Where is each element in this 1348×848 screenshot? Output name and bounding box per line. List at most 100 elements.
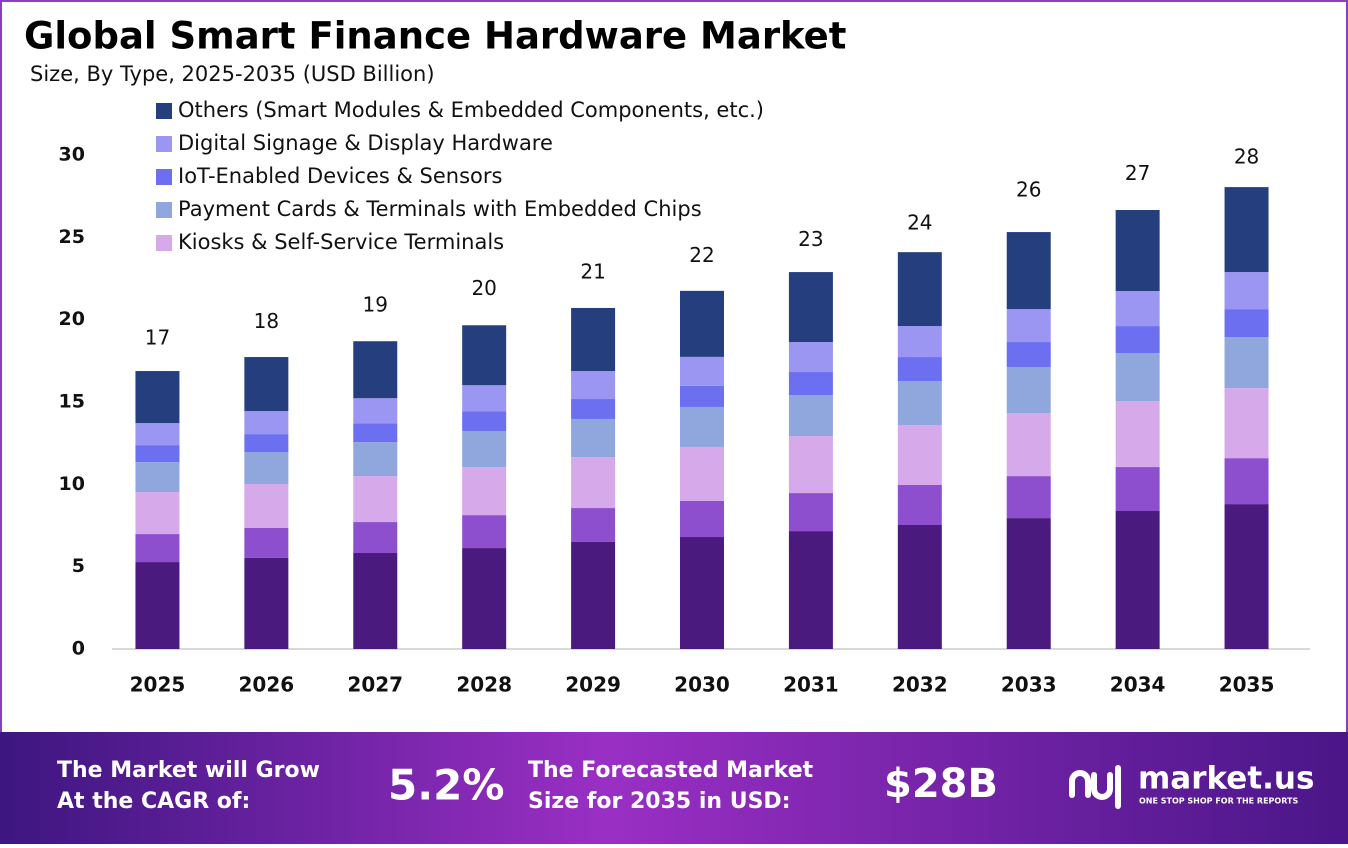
legend-swatch	[156, 103, 172, 119]
bar-segment	[462, 325, 507, 386]
y-tick-label: 20	[59, 308, 85, 330]
total-label: 23	[798, 227, 823, 251]
bar-segment	[1115, 401, 1160, 468]
bar-segment	[680, 385, 724, 407]
bar-segment	[1115, 511, 1160, 649]
bar-segment	[353, 423, 398, 443]
bar-segment	[1115, 209, 1160, 292]
bar-segment	[788, 493, 833, 532]
legend-label: Payment Cards & Terminals with Embedded …	[178, 197, 702, 221]
bar-segment	[897, 326, 942, 358]
bar-segment	[1115, 467, 1160, 512]
total-label: 22	[689, 243, 714, 267]
bar-segment	[462, 431, 507, 468]
bar-segment	[788, 395, 833, 437]
bar-segment	[244, 434, 289, 453]
bar-segment	[1006, 413, 1051, 477]
bar-segment	[680, 500, 724, 538]
x-tick-label: 2033	[1001, 673, 1057, 697]
bar-segment	[1224, 388, 1269, 459]
bar-segment	[788, 342, 833, 373]
y-tick-label: 30	[59, 144, 85, 166]
total-label: 18	[254, 309, 279, 333]
bar-segment	[462, 515, 507, 549]
bar-segment	[897, 525, 942, 649]
bar-segment	[462, 467, 507, 516]
bar-segment	[680, 406, 724, 447]
bar-segment	[244, 527, 289, 558]
bar-segment	[1006, 476, 1051, 519]
bar-segment	[353, 476, 398, 523]
bar-segment	[1006, 232, 1051, 310]
y-tick-label: 25	[59, 226, 85, 248]
bar-segment	[353, 442, 398, 477]
bar-segment	[462, 548, 507, 649]
bar-segment	[1224, 187, 1269, 273]
bar-segment	[1006, 309, 1051, 343]
bar-segment	[135, 534, 180, 563]
bar-segment	[897, 357, 942, 382]
y-tick-label: 0	[72, 638, 85, 660]
bar-segment	[353, 522, 398, 553]
total-label: 26	[1016, 177, 1041, 201]
cagr-label: At the CAGR of:	[57, 789, 250, 814]
size-label: Size for 2035 in USD:	[528, 789, 791, 814]
bar-segment	[571, 399, 616, 419]
bar-segment	[788, 272, 833, 343]
bar-segment	[135, 423, 180, 446]
legend-label: Kiosks & Self-Service Terminals	[178, 230, 504, 254]
bar-segment	[788, 436, 833, 494]
bar-segment	[353, 341, 398, 399]
bar-segment	[244, 557, 289, 649]
bar-segment	[680, 290, 724, 357]
total-label: 21	[580, 260, 605, 284]
total-label: 19	[363, 293, 388, 317]
bar-segment	[135, 371, 180, 424]
x-tick-label: 2031	[783, 673, 839, 697]
total-label: 28	[1234, 144, 1259, 168]
bar-segment	[680, 446, 724, 501]
size-value: $28B	[884, 761, 998, 807]
logo-icon	[1069, 765, 1121, 809]
bar-segment	[897, 252, 942, 327]
legend-swatch	[156, 202, 172, 218]
legend-swatch	[156, 235, 172, 251]
bar-segment	[1115, 326, 1160, 354]
bar-segment	[571, 371, 616, 400]
bar-segment	[244, 357, 289, 412]
total-label: 24	[907, 210, 932, 234]
x-tick-label: 2029	[565, 673, 621, 697]
bar-segment	[1224, 337, 1269, 389]
bar-segment	[1224, 504, 1269, 649]
bar-segment	[1224, 458, 1269, 505]
total-label: 17	[145, 326, 170, 350]
bar-segment	[353, 552, 398, 649]
y-tick-label: 10	[59, 473, 85, 495]
bar-segment	[135, 445, 180, 463]
bar-segment	[244, 452, 289, 485]
bar-segment	[244, 411, 289, 435]
bar-segment	[1006, 518, 1051, 649]
total-label: 27	[1125, 161, 1150, 185]
bar-segment	[897, 381, 942, 426]
cagr-value: 5.2%	[388, 761, 504, 810]
x-tick-label: 2026	[239, 673, 295, 697]
bar-segment	[135, 562, 180, 649]
x-tick-label: 2032	[892, 673, 948, 697]
bar-segment	[1224, 309, 1269, 338]
legend-swatch	[156, 169, 172, 185]
legend-swatch	[156, 136, 172, 152]
bar-segment	[1115, 353, 1160, 402]
bar-segment	[788, 531, 833, 649]
x-tick-label: 2027	[347, 673, 403, 697]
chart-title: Global Smart Finance Hardware Market	[24, 15, 846, 58]
cagr-label: The Market will Grow	[57, 758, 320, 783]
bar-segment	[571, 508, 616, 542]
brand: market.us	[1138, 761, 1314, 797]
bar-segment	[897, 425, 942, 485]
legend-label: Digital Signage & Display Hardware	[178, 131, 553, 155]
bar-segment	[897, 484, 942, 526]
footer-banner	[0, 732, 1348, 844]
